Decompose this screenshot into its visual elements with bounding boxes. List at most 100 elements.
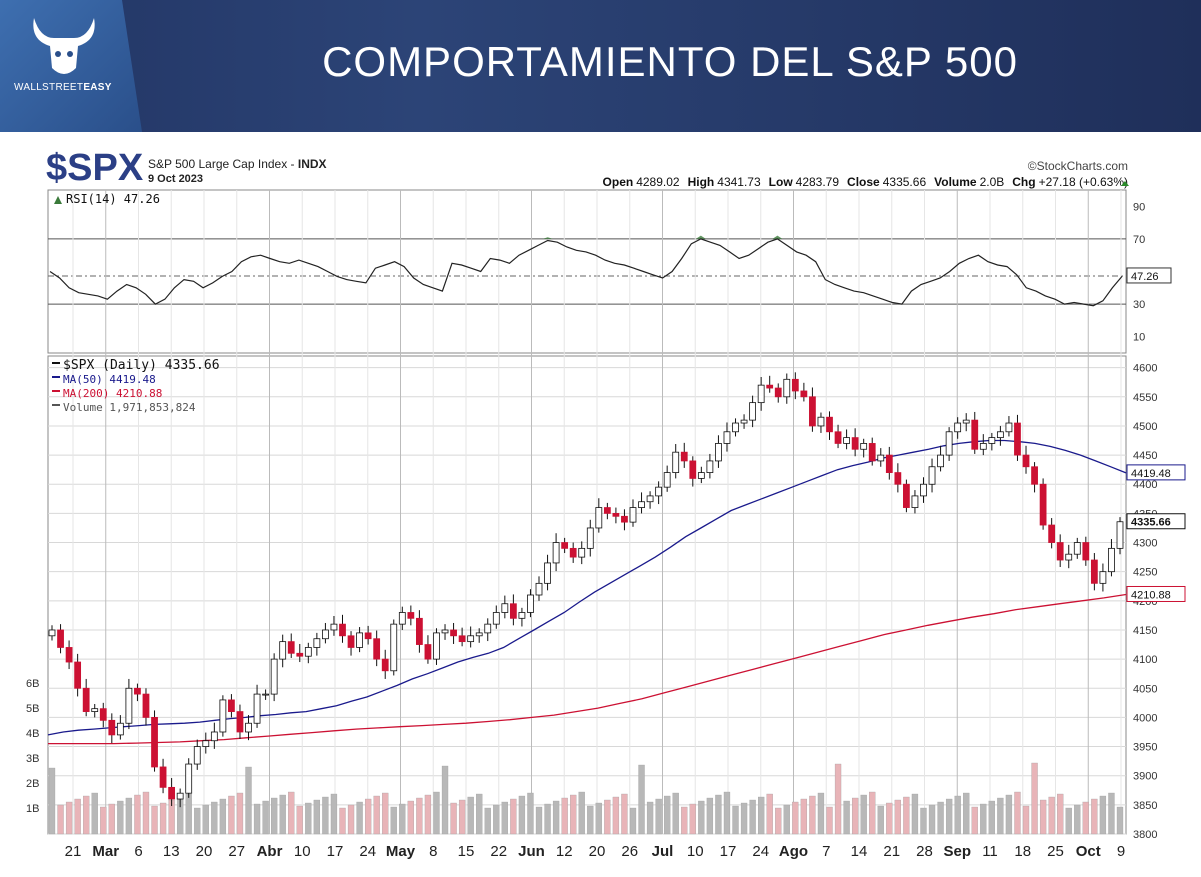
volume-bar xyxy=(399,803,406,835)
volume-bar xyxy=(108,803,115,835)
candle-body xyxy=(347,635,355,648)
candle-body xyxy=(407,612,415,619)
volume-bar xyxy=(467,796,474,835)
volume-layer xyxy=(48,762,1124,835)
ohlc-value: 4283.79 xyxy=(796,175,840,189)
volume-bar xyxy=(382,792,389,835)
candle-body xyxy=(1108,547,1115,573)
price-tick-label: 4600 xyxy=(1133,363,1157,375)
volume-bar xyxy=(527,792,534,835)
volume-bar xyxy=(450,802,457,835)
candle-body xyxy=(928,466,936,485)
legend-entry: $SPX (Daily) 4335.66 xyxy=(63,358,220,373)
volume-bar xyxy=(783,804,790,835)
volume-bar xyxy=(954,795,961,835)
volume-bar xyxy=(228,795,235,835)
time-tick-label: 28 xyxy=(916,843,933,860)
candle-body xyxy=(885,454,893,473)
volume-bar xyxy=(886,802,893,835)
volume-bar xyxy=(595,802,602,835)
candle-layer xyxy=(48,372,1124,808)
volume-bar xyxy=(749,799,756,835)
volume-bar xyxy=(433,791,440,835)
rsi-overbought-fill xyxy=(695,235,706,239)
time-tick-label: Mar xyxy=(92,843,119,860)
candle-body xyxy=(416,617,423,645)
candle-body xyxy=(450,629,457,637)
ohlc-label: High xyxy=(688,175,715,189)
ohlc-value: 4335.66 xyxy=(883,175,927,189)
candle-body xyxy=(603,507,611,514)
candle-body xyxy=(783,378,791,398)
volume-bar xyxy=(809,795,816,835)
candle-body xyxy=(689,460,697,479)
candle-body xyxy=(1014,422,1021,456)
volume-bar xyxy=(851,797,859,835)
candle-body xyxy=(834,431,842,444)
rsi-overbought-fill xyxy=(542,237,553,239)
ma200-value-box-label: 4210.88 xyxy=(1131,589,1171,601)
rsi-current-box xyxy=(1126,267,1172,284)
ohlc-label: Open xyxy=(603,175,634,189)
volume-bar xyxy=(518,795,526,835)
candle-body xyxy=(65,647,73,663)
volume-bar xyxy=(587,805,594,835)
candle-body xyxy=(868,443,876,462)
time-tick-label: 12 xyxy=(556,843,573,860)
volume-bar xyxy=(732,805,739,835)
time-tick-label: May xyxy=(386,843,416,860)
price-tick-label: 3950 xyxy=(1133,742,1157,754)
volume-tick-label: 1B xyxy=(26,803,39,815)
legend-entry: Volume 1,971,853,824 xyxy=(63,401,196,414)
candle-body xyxy=(509,603,517,619)
volume-tick-label: 6B xyxy=(26,678,39,690)
candle-body xyxy=(552,542,560,564)
candle-body xyxy=(655,486,663,497)
time-tick-label: 13 xyxy=(163,843,180,860)
volume-bar xyxy=(236,792,244,835)
ohlc-summary: Open 4289.02 High 4341.73 Low 4283.79 Close 433… xyxy=(603,175,1128,189)
candle-body xyxy=(185,763,193,794)
candle-body xyxy=(424,644,432,660)
candle-body xyxy=(680,451,688,462)
candle-body xyxy=(381,658,389,672)
price-panel xyxy=(47,355,1127,835)
candle-body xyxy=(210,731,218,742)
candle-body xyxy=(527,594,534,613)
ma200-value-box xyxy=(1126,585,1186,602)
volume-tick-label: 4B xyxy=(26,728,39,740)
time-tick-label: Oct xyxy=(1076,843,1101,860)
time-tick-label: 27 xyxy=(228,843,245,860)
volume-bar xyxy=(920,807,927,835)
ma50-value-box xyxy=(1126,464,1186,481)
candle-body xyxy=(1022,454,1030,468)
candle-body xyxy=(322,629,329,640)
price-tick-label: 4450 xyxy=(1133,450,1157,462)
candle-body xyxy=(535,582,543,596)
candle-body xyxy=(159,766,167,788)
volume-bar xyxy=(185,793,192,835)
candle-body xyxy=(911,495,919,508)
candle-body xyxy=(903,483,910,508)
volume-bar xyxy=(407,800,414,835)
rsi-current-label: 47.26 xyxy=(1131,271,1159,283)
candle-body xyxy=(270,658,278,695)
time-tick-label: 17 xyxy=(720,843,737,860)
candle-body xyxy=(176,792,184,800)
price-tick-label: 4400 xyxy=(1133,479,1157,491)
time-tick-label: 14 xyxy=(851,843,868,860)
time-tick-label: 20 xyxy=(196,843,213,860)
volume-bar xyxy=(142,791,150,835)
volume-bar xyxy=(271,797,278,835)
candle-body xyxy=(262,693,269,696)
price-tick-label: 4550 xyxy=(1133,392,1157,404)
candle-body xyxy=(578,547,586,558)
price-tick-label: 4150 xyxy=(1133,625,1157,637)
volume-bar xyxy=(330,793,338,835)
volume-bar xyxy=(860,794,867,835)
rsi-layer xyxy=(49,235,1123,307)
price-tick-label: 4300 xyxy=(1133,538,1157,550)
volume-bar xyxy=(715,794,722,835)
candle-body xyxy=(74,661,82,689)
candle-body xyxy=(467,635,475,643)
